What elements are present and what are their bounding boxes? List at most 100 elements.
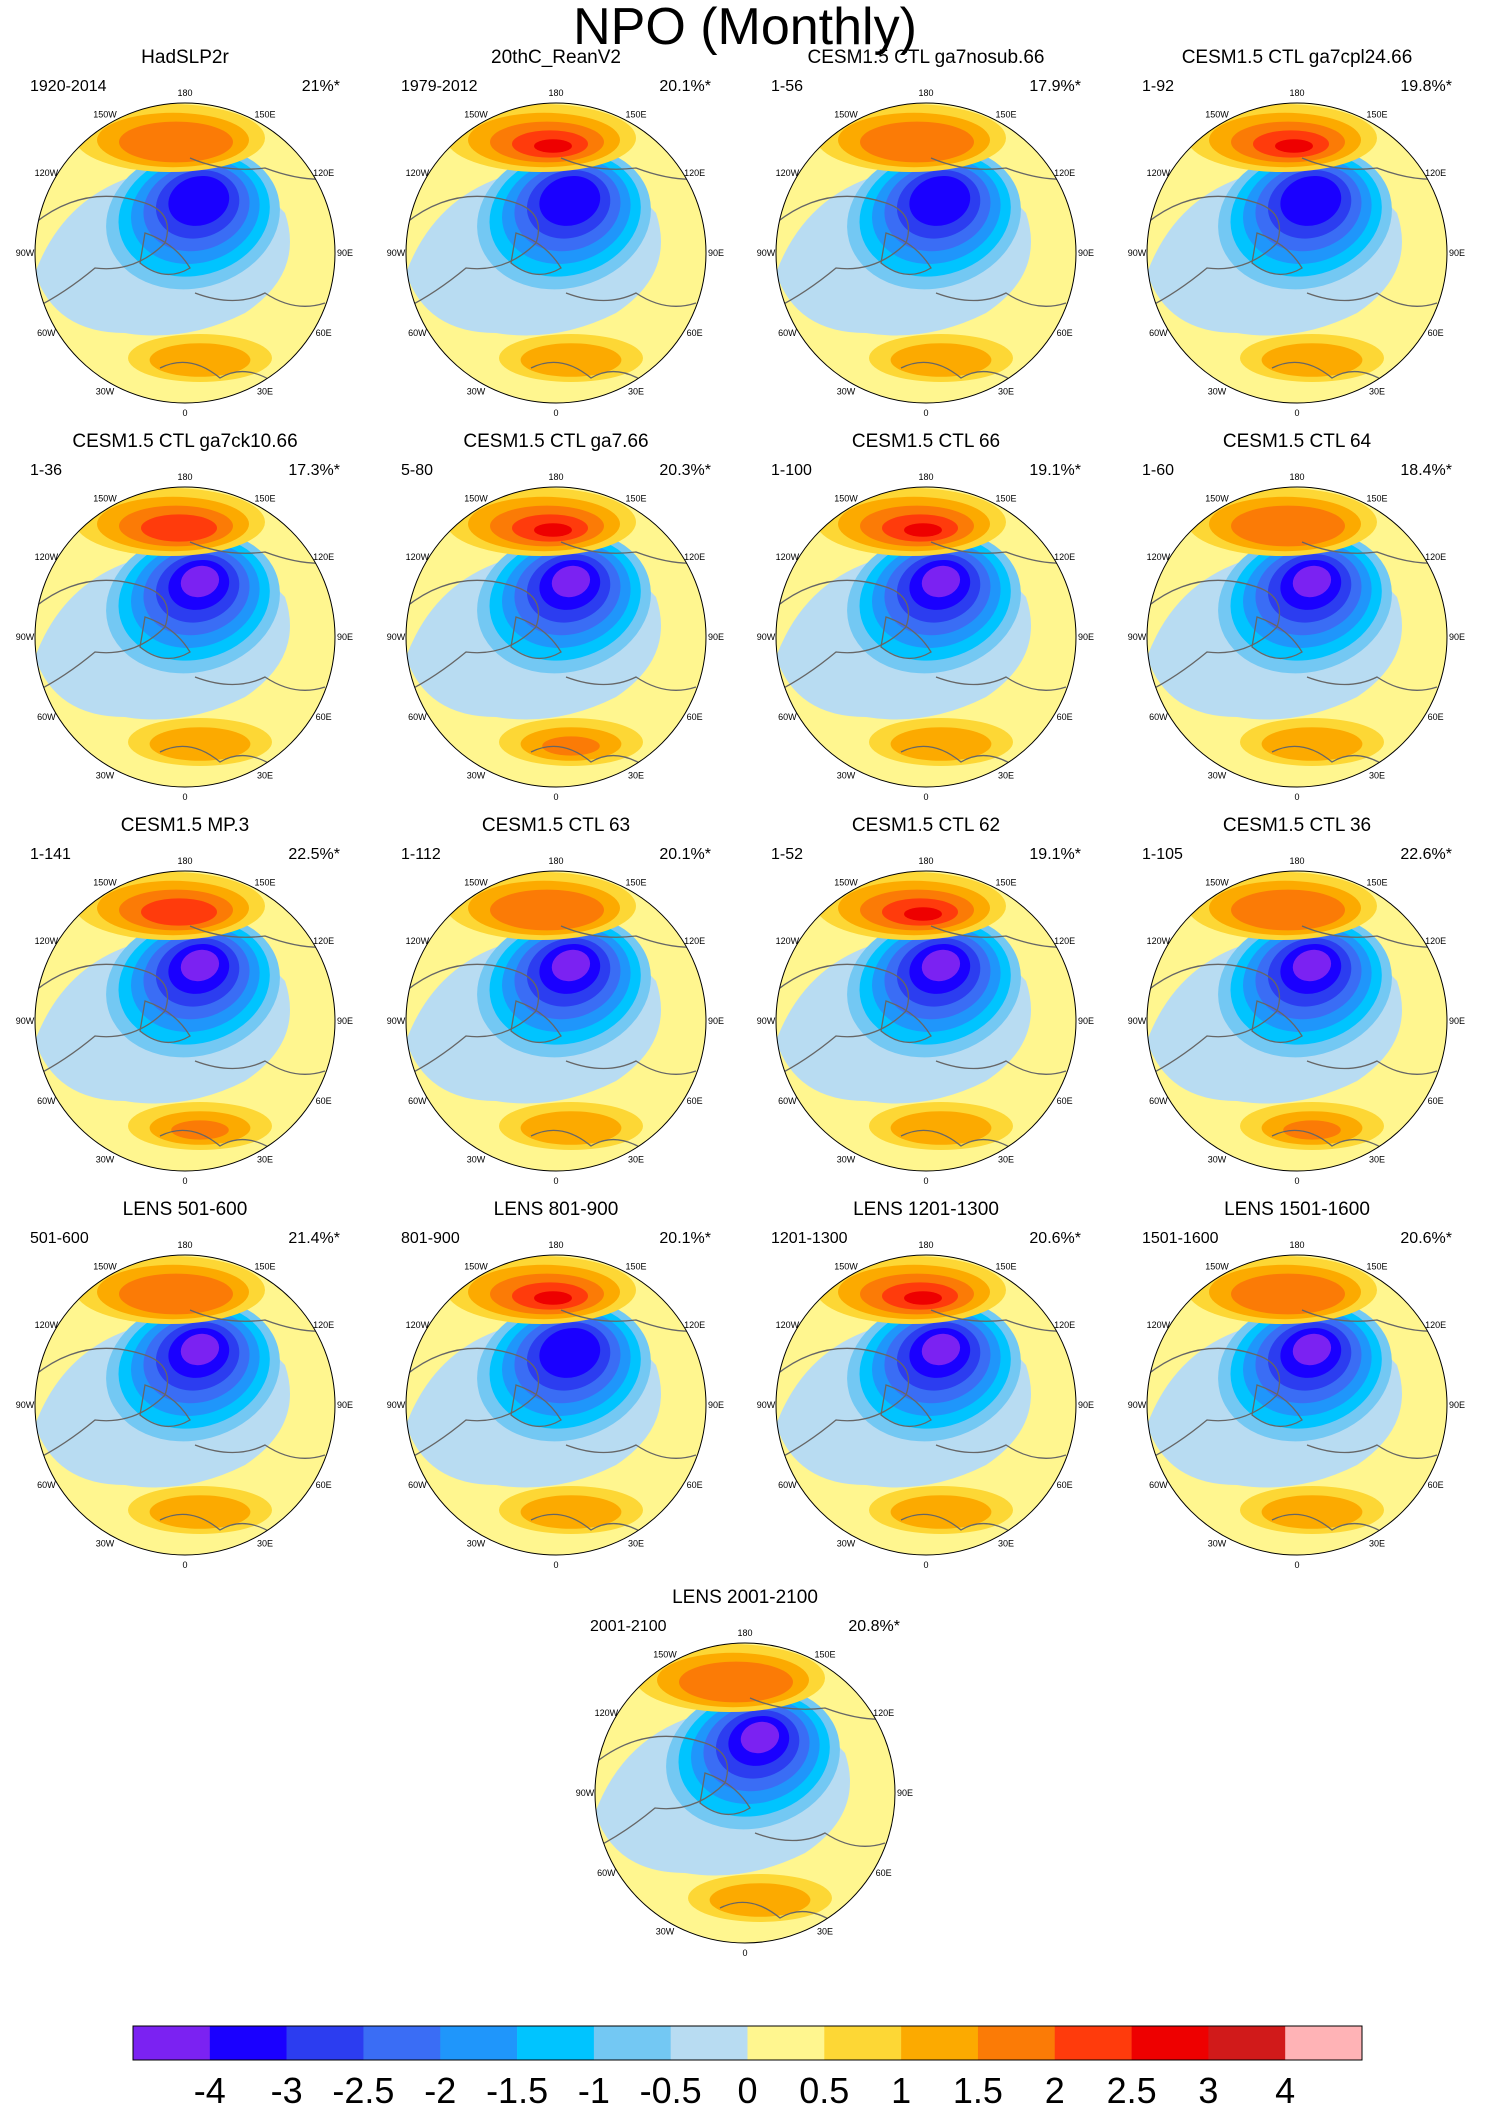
coast-africa	[159, 745, 276, 768]
longitude-label: 90E	[1449, 632, 1465, 642]
pacific-positive-contour	[534, 1291, 572, 1305]
longitude-label: 30E	[628, 387, 644, 397]
negative-contour	[551, 949, 591, 982]
contour-field	[1147, 1255, 1447, 1555]
contour-field	[406, 103, 706, 403]
longitude-label: 90W	[387, 632, 406, 642]
atlantic-positive-contour	[149, 727, 251, 761]
longitude-label: 150W	[93, 109, 117, 119]
panel-title: CESM1.5 CTL 63	[482, 815, 630, 836]
longitude-label: 90E	[337, 248, 353, 258]
longitude-label: 150W	[834, 1261, 858, 1271]
longitude-label: 0	[553, 1560, 558, 1570]
panel-9: 180 150E 120E 90E 60E 30E 0 30W 60W 90W 120W 150W CE…	[16, 815, 353, 1186]
colorbar-label: -4	[194, 2070, 226, 2111]
longitude-label: 90E	[708, 1400, 724, 1410]
contour-field	[406, 871, 706, 1171]
longitude-label: 120E	[1425, 552, 1446, 562]
coast-greenland	[1251, 1000, 1303, 1043]
longitude-label: 90E	[708, 632, 724, 642]
coast-africa	[900, 745, 1017, 768]
longitude-label: 150W	[93, 1261, 117, 1271]
negative-contour	[539, 1327, 601, 1378]
pacific-positive-contour	[534, 523, 572, 537]
map-outline	[34, 486, 336, 788]
longitude-label: 90W	[1128, 1016, 1147, 1026]
longitude-label: 90W	[1128, 632, 1147, 642]
colorbar-swatch	[363, 2026, 441, 2060]
longitude-label: 120W	[406, 552, 430, 562]
coast-greenland	[880, 1000, 932, 1043]
pacific-positive-contour	[1231, 505, 1345, 547]
longitude-label: 180	[737, 1628, 752, 1638]
longitude-label: 60W	[778, 328, 797, 338]
colorbar-label: -2.5	[332, 2070, 394, 2111]
longitude-label: 120W	[35, 1320, 59, 1330]
coast-europe	[1306, 1060, 1438, 1075]
longitude-label: 120W	[35, 168, 59, 178]
longitude-label: 30E	[1369, 1155, 1385, 1165]
pacific-positive-contour	[141, 514, 217, 542]
coast-europe	[935, 1060, 1067, 1075]
colorbar-swatch	[901, 2026, 979, 2060]
panel-percent: 17.9%*	[1029, 78, 1081, 95]
longitude-label: 150E	[625, 493, 646, 503]
longitude-label: 30E	[998, 1539, 1014, 1549]
longitude-label: 90E	[1078, 1400, 1094, 1410]
pacific-positive-contour	[119, 1273, 233, 1315]
coast-greenland	[139, 1000, 191, 1043]
longitude-label: 60E	[316, 328, 332, 338]
colorbar-label: 1.5	[953, 2070, 1003, 2111]
longitude-label: 150E	[254, 109, 275, 119]
colorbar-label: 2	[1045, 2070, 1065, 2111]
coast-greenland	[880, 1384, 932, 1427]
map-outline	[1146, 870, 1448, 1172]
panel-percent: 22.5%*	[288, 846, 340, 863]
longitude-label: 30W	[1208, 387, 1227, 397]
longitude-label: 150E	[254, 1261, 275, 1271]
longitude-label: 60W	[408, 1096, 427, 1106]
longitude-label: 60E	[316, 1480, 332, 1490]
contour-field	[595, 1643, 895, 1943]
coast-greenland	[510, 232, 562, 275]
longitude-label: 150W	[1205, 1261, 1229, 1271]
longitude-label: 30E	[998, 387, 1014, 397]
longitude-label: 30E	[1369, 1539, 1385, 1549]
colorbar-swatch	[593, 2026, 671, 2060]
coastlines	[406, 1309, 706, 1536]
longitude-label: 60W	[37, 712, 56, 722]
longitude-label: 60W	[778, 1480, 797, 1490]
colorbar-swatch	[209, 2026, 287, 2060]
longitude-label: 60E	[316, 1096, 332, 1106]
atlantic-positive-contour	[149, 343, 251, 377]
colorbar-label: -3	[271, 2070, 303, 2111]
longitude-label: 120E	[1054, 168, 1075, 178]
panel-title: CESM1.5 CTL ga7nosub.66	[808, 47, 1045, 68]
atlantic-positive-contour	[890, 727, 992, 761]
longitude-label: 0	[742, 1948, 747, 1958]
colorbar-swatch	[824, 2026, 902, 2060]
map-outline	[34, 870, 336, 1172]
longitude-label: 30W	[837, 387, 856, 397]
panel-title: CESM1.5 CTL ga7ck10.66	[72, 431, 297, 452]
longitude-label: 60W	[778, 712, 797, 722]
longitude-label: 60E	[687, 712, 703, 722]
atlantic-positive-contour	[1261, 343, 1363, 377]
panel-16: 180 150E 120E 90E 60E 30E 0 30W 60W 90W 120W 150W LE…	[1128, 1199, 1465, 1570]
contour-field	[776, 1255, 1076, 1555]
longitude-label: 60W	[408, 1480, 427, 1490]
longitude-label: 60W	[597, 1868, 616, 1878]
coast-greenland	[139, 1384, 191, 1427]
longitude-label: 30W	[96, 771, 115, 781]
longitude-label: 30W	[656, 1927, 675, 1937]
longitude-label: 90W	[387, 248, 406, 258]
longitude-label: 0	[923, 408, 928, 418]
longitude-label: 30E	[1369, 771, 1385, 781]
pacific-positive-contour	[141, 898, 217, 926]
longitude-label: 30E	[1369, 387, 1385, 397]
longitude-label: 60E	[1428, 1096, 1444, 1106]
longitude-label: 150E	[625, 109, 646, 119]
longitude-label: 120W	[776, 552, 800, 562]
longitude-label: 60E	[1057, 1096, 1073, 1106]
longitude-label: 150W	[93, 877, 117, 887]
